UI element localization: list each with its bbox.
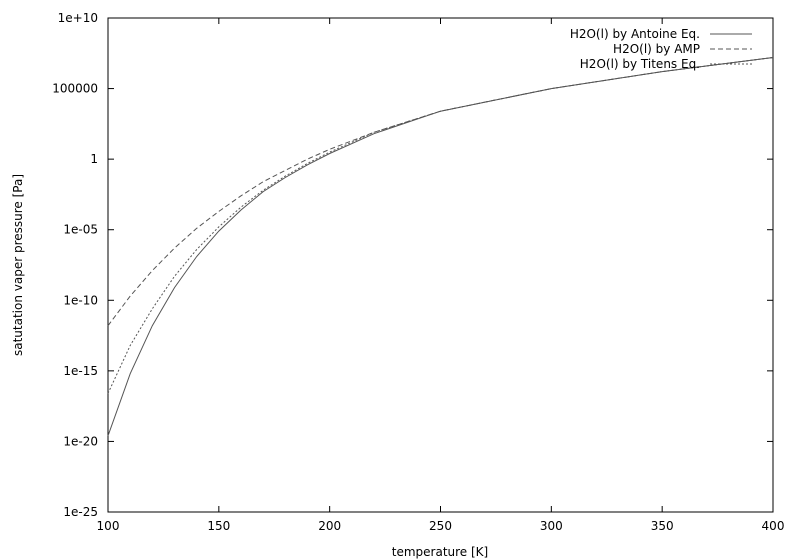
x-tick-labels: 100 150 200 250 300 350 400	[97, 519, 785, 533]
x-tick-label: 100	[97, 519, 120, 533]
y-tick-label: 1	[90, 152, 98, 166]
legend-label: H2O(l) by Titens Eq.	[580, 57, 700, 71]
plot-frame	[107, 17, 774, 513]
series-lines	[107, 57, 774, 436]
series-line-1	[107, 57, 774, 436]
x-tick-label: 350	[651, 519, 674, 533]
x-tick-label: 200	[318, 519, 341, 533]
x-tick-label: 300	[540, 519, 563, 533]
legend-label: H2O(l) by AMP	[613, 42, 700, 56]
axis-ticks	[107, 17, 774, 513]
y-axis-title: satutation vaper pressure [Pa]	[11, 174, 25, 356]
legend: H2O(l) by Antoine Eq.H2O(l) by AMPH2O(l)…	[570, 27, 752, 71]
x-tick-label: 400	[762, 519, 785, 533]
y-tick-label: 1e-15	[63, 364, 98, 378]
y-tick-label: 1e+10	[58, 11, 98, 25]
y-tick-labels: 1e-25 1e-20 1e-15 1e-10 1e-05 1 100000 1e+10	[52, 11, 98, 519]
y-tick-label: 100000	[52, 82, 98, 96]
series-line-3	[107, 57, 774, 394]
x-axis-title: temperature [K]	[392, 545, 488, 559]
x-tick-label: 250	[429, 519, 452, 533]
x-tick-label: 150	[207, 519, 230, 533]
y-tick-label: 1e-20	[63, 434, 98, 448]
y-tick-label: 1e-25	[63, 505, 98, 519]
series-line-2	[107, 57, 774, 327]
y-tick-label: 1e-10	[63, 293, 98, 307]
legend-label: H2O(l) by Antoine Eq.	[570, 27, 700, 41]
y-tick-label: 1e-05	[63, 223, 98, 237]
